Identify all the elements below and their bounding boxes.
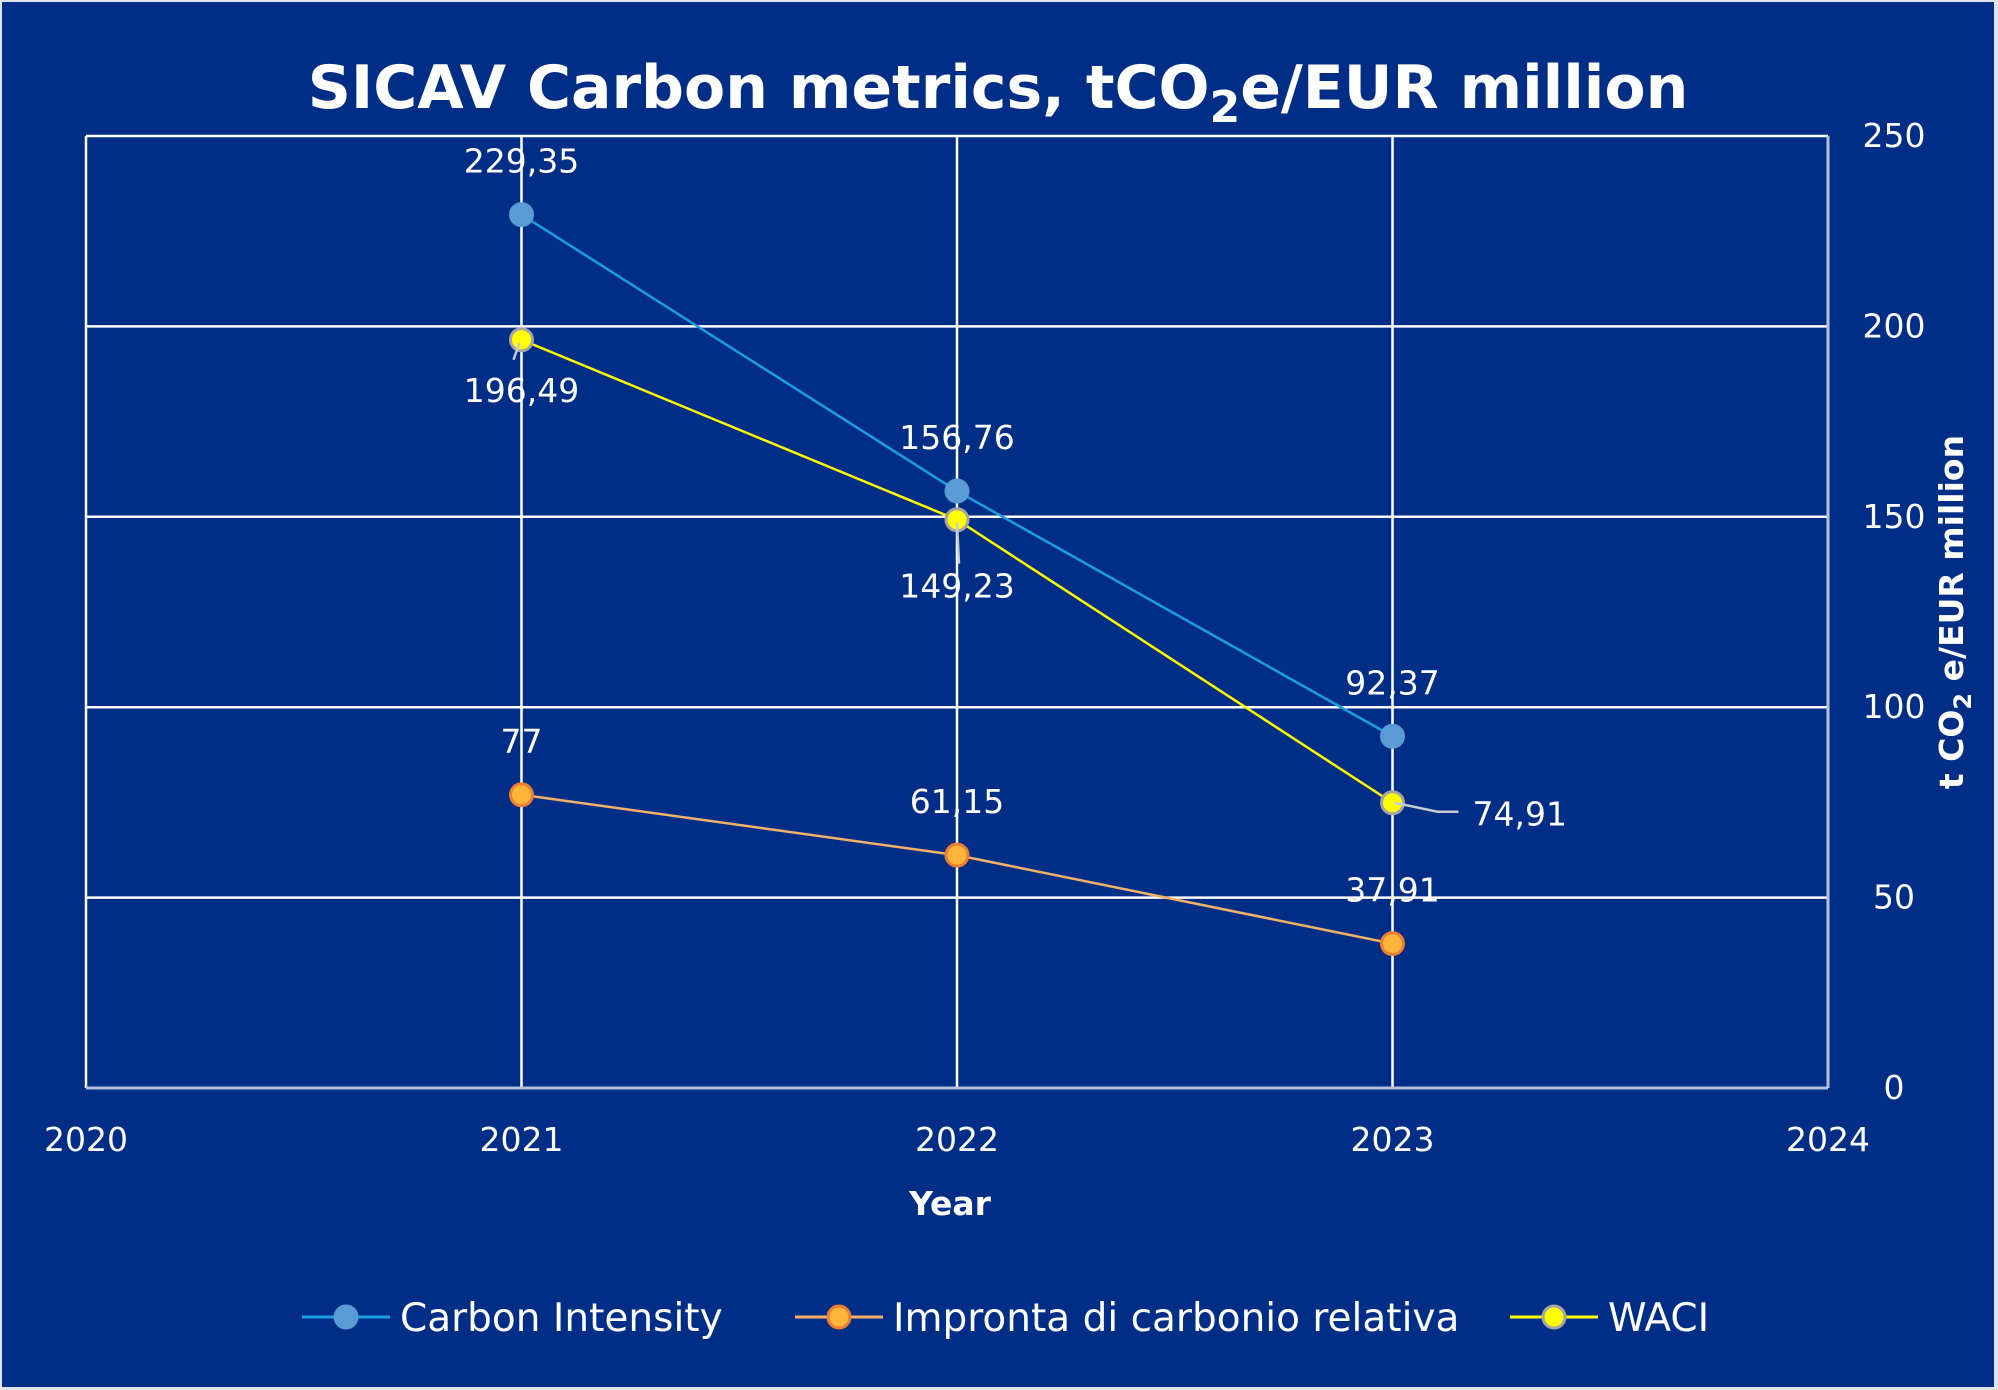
axes [84, 136, 1830, 1090]
legend: Carbon Intensity Impronta di carbonio rel… [302, 1296, 1709, 1341]
title-tail: e/EUR million [1240, 53, 1688, 123]
x-tick-label: 2022 [915, 1120, 999, 1159]
data-point [1380, 790, 1405, 816]
x-tick-label: 2021 [480, 1120, 564, 1159]
y-axis-title-pre: t CO [1932, 710, 1971, 790]
data-point [944, 842, 970, 868]
data-point [509, 202, 534, 228]
series-layer [509, 202, 1405, 957]
y-tick-label: 250 [1863, 116, 1926, 155]
data-label: 74,91 [1473, 795, 1567, 834]
data-label: 37,91 [1345, 871, 1439, 910]
data-label: 156,76 [899, 418, 1014, 457]
y-axis-title: t CO2 e/EUR million [1932, 435, 1977, 789]
data-label: 149,23 [899, 567, 1014, 606]
data-label: 77 [501, 722, 543, 761]
y-tick-label: 50 [1873, 878, 1915, 917]
legend-item: Impronta di carbonio relativa [795, 1296, 1459, 1341]
leader-line [955, 522, 961, 564]
data-label: 61,15 [910, 782, 1004, 821]
leader-line [512, 342, 521, 361]
data-point [509, 327, 534, 353]
title-subscript: 2 [1210, 82, 1241, 133]
legend-label: Impronta di carbonio relativa [893, 1296, 1459, 1341]
data-point [944, 478, 970, 504]
title-main: SICAV Carbon metrics, tCO [308, 53, 1210, 123]
legend-marker-icon [333, 1304, 359, 1330]
data-label: 196,49 [464, 371, 579, 410]
data-label: 92,37 [1345, 663, 1439, 702]
y-tick-label: 200 [1863, 306, 1926, 345]
y-tick-label: 100 [1863, 687, 1926, 726]
y-axis-title-subscript: 2 [1949, 693, 1977, 710]
data-point [1380, 931, 1405, 957]
legend-item: Carbon Intensity [302, 1296, 723, 1341]
y-tick-label: 150 [1863, 497, 1926, 536]
legend-marker-icon [826, 1304, 852, 1330]
y-tick-labels: 0 50 100 150 200 250 [1863, 116, 1926, 1107]
leader-line [1394, 801, 1459, 813]
x-tick-label: 2023 [1351, 1120, 1435, 1159]
data-labels: 229,35 156,76 92,37 77 61,15 37,91 196,49 149,2… [464, 142, 1567, 910]
y-tick-label: 0 [1884, 1068, 1905, 1107]
y-axis-title-post: e/EUR million [1932, 435, 1971, 693]
grid-lines [86, 134, 1828, 1088]
chart-title: SICAV Carbon metrics, tCO2e/EUR million [308, 53, 1689, 133]
label-leader-lines [512, 342, 1459, 813]
data-label: 229,35 [464, 142, 579, 181]
x-axis-title: Year [908, 1184, 992, 1223]
legend-item: WACI [1510, 1296, 1709, 1341]
data-point [509, 782, 534, 808]
legend-label: Carbon Intensity [400, 1296, 723, 1341]
legend-marker-icon [1541, 1304, 1567, 1330]
x-tick-label: 2024 [1786, 1120, 1870, 1159]
data-point [1380, 723, 1405, 749]
x-tick-labels: 2020 2021 2022 2023 2024 [44, 1120, 1870, 1159]
legend-label: WACI [1608, 1296, 1709, 1341]
x-tick-label: 2020 [44, 1120, 128, 1159]
